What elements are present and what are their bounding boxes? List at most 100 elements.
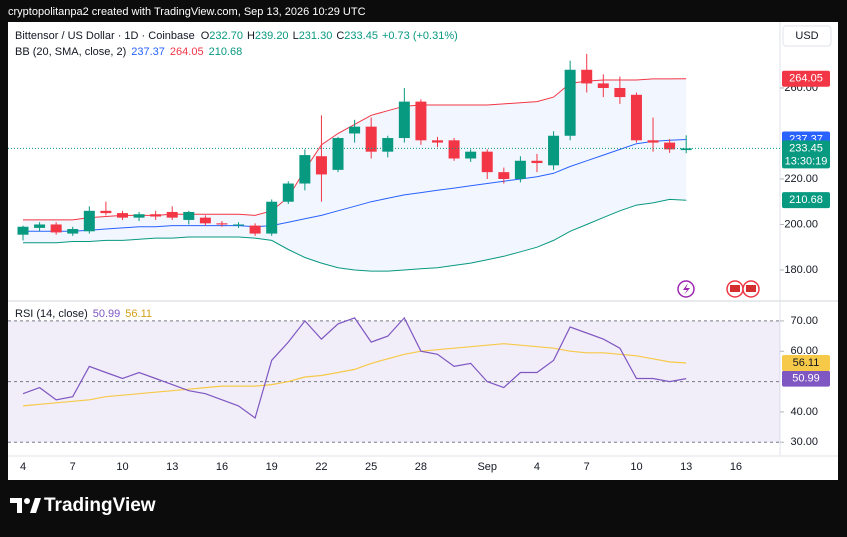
candle-body — [498, 172, 510, 179]
flag — [730, 285, 740, 292]
x-tick-label: 22 — [315, 461, 327, 473]
candle-body — [133, 214, 145, 218]
y-tick-label: 60.00 — [790, 345, 818, 357]
attribution: cryptopolitanpa2 created with TradingVie… — [8, 6, 366, 18]
y-tick-label: 70.00 — [790, 315, 818, 327]
candle-body — [581, 69, 593, 84]
candle-body — [282, 183, 294, 202]
candle-body — [150, 214, 162, 217]
y-tick-label: 220.00 — [784, 173, 818, 185]
candle-body — [465, 151, 477, 159]
bb-legend: BB (20, SMA, close, 2) 237.37 264.05 210.68 — [15, 46, 242, 58]
x-tick-label: 16 — [730, 461, 742, 473]
candle-body — [398, 101, 410, 139]
candle-body — [216, 223, 228, 225]
candle-body — [17, 226, 29, 235]
price-tag-label: 233.45 — [789, 142, 823, 154]
ohlc-key: H — [247, 30, 255, 42]
logo-text: TradingView — [44, 495, 156, 516]
y-tick-label: 180.00 — [784, 264, 818, 276]
price-tag-label: 50.99 — [792, 372, 820, 384]
candle-body — [531, 160, 543, 164]
candle-body — [382, 138, 394, 152]
candle-body — [630, 94, 642, 141]
price-tag — [782, 355, 830, 372]
ohlc-value: 231.30 — [299, 30, 333, 42]
ohlc-value: 239.20 — [255, 30, 289, 42]
x-tick-label: 7 — [584, 461, 590, 473]
flag — [746, 285, 756, 292]
candle-body — [315, 156, 327, 175]
logo-dot — [24, 498, 30, 504]
candle-body — [50, 224, 62, 233]
logo: TradingView — [10, 495, 156, 516]
candle-body — [365, 126, 377, 152]
x-tick-label: Sep — [477, 461, 497, 473]
indicator: RSI (14, close) — [15, 308, 88, 320]
line — [23, 139, 687, 232]
candle-body — [514, 160, 526, 179]
ohlc-key: L — [293, 30, 299, 42]
bb-value: 210.68 — [209, 46, 243, 58]
candle-body — [481, 151, 493, 173]
bolt — [683, 283, 690, 295]
line — [22, 343, 687, 407]
event-icons — [677, 280, 760, 298]
ohlc-value: 233.45 — [344, 30, 378, 42]
x-tick-label: 10 — [630, 461, 642, 473]
x-tick-label: 25 — [365, 461, 377, 473]
price-tag-label: 210.68 — [789, 194, 823, 206]
price-tag-label: 264.05 — [789, 73, 823, 85]
price-tag-label: 56.11 — [793, 357, 820, 369]
candle-body — [564, 69, 576, 136]
change: +0.73 (+0.31%) — [382, 30, 458, 42]
candle-body — [83, 210, 95, 232]
candle-body — [415, 101, 427, 141]
plot: 180.00200.00220.00260.00237.37264.05210.… — [8, 53, 830, 473]
candle-body — [266, 201, 278, 234]
candle-body — [249, 225, 261, 234]
candle-body — [664, 142, 676, 150]
candle-body — [548, 135, 560, 166]
candle-body — [647, 140, 659, 143]
price-tag — [782, 192, 830, 209]
candle-body — [299, 155, 311, 184]
price-tag — [782, 70, 830, 87]
candle-body — [67, 229, 79, 234]
candle-body — [100, 210, 112, 214]
line — [23, 198, 687, 272]
candle-body — [448, 140, 460, 159]
candle-body — [183, 211, 195, 220]
ohlc-key: C — [336, 30, 344, 42]
candle-body — [614, 87, 626, 98]
rsi-ma-value: 56.11 — [125, 308, 152, 320]
candle-body — [166, 211, 178, 218]
candle-body — [349, 126, 361, 134]
currency[interactable]: USD — [795, 30, 818, 42]
candle-body — [34, 224, 46, 228]
legend: Bittensor / US Dollar · 1D · Coinbase O23… — [15, 30, 458, 42]
bb-value: 264.05 — [170, 46, 204, 58]
rsi-legend: RSI (14, close) 50.99 56.11 — [15, 308, 152, 320]
logo-mark — [30, 498, 41, 513]
candle-body — [332, 138, 344, 170]
ohlc-value: 232.70 — [209, 30, 243, 42]
x-tick-label: 19 — [266, 461, 278, 473]
price-tag — [782, 140, 830, 169]
x-tick-label: 13 — [680, 461, 692, 473]
price-tag — [782, 370, 830, 387]
y-tick-label: 30.00 — [790, 436, 818, 448]
y-tick-label: 200.00 — [784, 218, 818, 230]
chart-area — [8, 22, 838, 480]
countdown: 13:30:19 — [785, 155, 828, 167]
line — [22, 316, 687, 419]
symbol: Bittensor / US Dollar · 1D · Coinbase — [15, 30, 195, 42]
x-tick-label: 28 — [415, 461, 427, 473]
y-tick-label: 40.00 — [790, 406, 818, 418]
currency-button[interactable] — [782, 25, 832, 47]
candle-body — [680, 148, 692, 151]
ohlc-key: O — [201, 30, 210, 42]
x-tick-label: 4 — [534, 461, 540, 473]
